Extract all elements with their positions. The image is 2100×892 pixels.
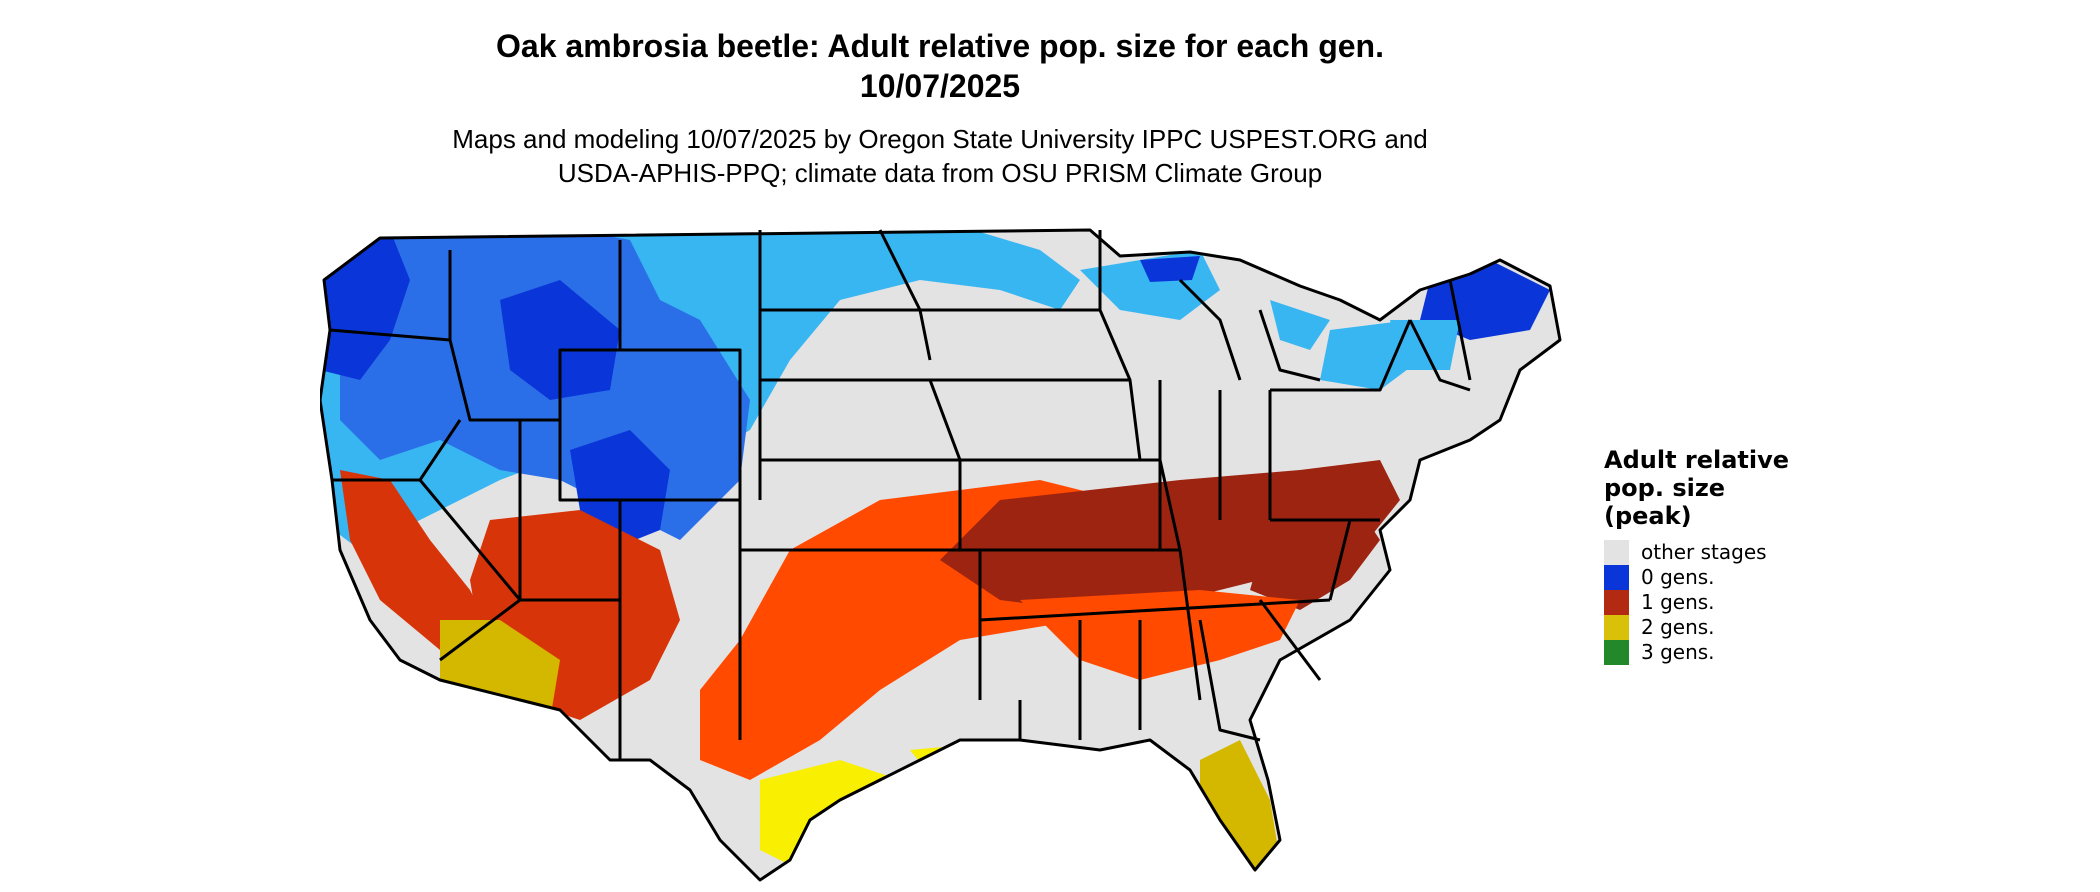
legend-title: Adult relative pop. size (peak): [1604, 446, 1864, 530]
state-borders: [320, 228, 1562, 882]
legend-item-0-gens: 0 gens.: [1604, 565, 1864, 590]
legend-swatch: [1604, 565, 1629, 590]
zero-gens-light-michigan: [1270, 300, 1330, 350]
legend-swatch: [1604, 615, 1629, 640]
map-title-line-1: Oak ambrosia beetle: Adult relative pop.…: [496, 28, 1384, 64]
legend-item-1-gens: 1 gens.: [1604, 590, 1864, 615]
border-great-lakes-1: [1178, 278, 1242, 381]
one-gen-mid-california: [340, 470, 500, 650]
border-south-1: [979, 598, 1331, 622]
legend-swatch: [1604, 640, 1629, 665]
legend-title-line-1: Adult relative: [1604, 446, 1790, 474]
map-credit-line-2: USDA-APHIS-PPQ; climate data from OSU PR…: [557, 158, 1323, 188]
legend-label: 0 gens.: [1641, 565, 1715, 589]
map-title-date: 10/07/2025: [859, 68, 1021, 104]
legend-label: 3 gens.: [1641, 640, 1715, 664]
border-west-7: [558, 420, 622, 600]
legend-item-3-gens: 3 gens.: [1604, 640, 1864, 665]
border-plains-6: [878, 229, 922, 311]
two-gens-dark-florida: [1200, 740, 1280, 880]
border-west-2: [448, 240, 622, 422]
legend-title-line-3: (peak): [1604, 502, 1692, 530]
zero-gens-dark-rockies: [500, 280, 620, 400]
map-legend: Adult relative pop. size (peak) other st…: [1604, 446, 1864, 665]
legend-label: 1 gens.: [1641, 590, 1715, 614]
border-east-4: [1408, 319, 1471, 392]
border-east-5: [1448, 279, 1472, 381]
us-choropleth-map: [320, 228, 1562, 882]
legend-label: other stages: [1641, 540, 1767, 564]
legend-label: 2 gens.: [1641, 615, 1715, 639]
zero-gens-dark-lake-superior: [1140, 256, 1200, 282]
legend-item-2-gens: 2 gens.: [1604, 615, 1864, 640]
border-west-4: [418, 419, 462, 481]
border-east-3: [1328, 519, 1352, 601]
map-credit-line-1: Maps and modeling 10/07/2025 by Oregon S…: [452, 124, 1428, 154]
map-landmass: [320, 230, 1560, 880]
legend-swatch: [1604, 590, 1629, 615]
legend-swatch: [1604, 540, 1629, 565]
zero-gens-light-new-england: [1390, 320, 1460, 370]
border-south-6: [1258, 599, 1322, 681]
border-east-1: [1270, 319, 1412, 392]
border-great-lakes-2: [1258, 309, 1321, 382]
border-midwest-4: [980, 548, 1202, 701]
border-midwest-2: [930, 378, 1142, 461]
legend-item-other-stages: other stages: [1604, 540, 1864, 565]
us-outline: [320, 228, 1562, 882]
border-south-5: [1198, 619, 1261, 742]
border-west-9: [620, 348, 742, 500]
legend-title-line-2: pop. size: [1604, 474, 1726, 502]
